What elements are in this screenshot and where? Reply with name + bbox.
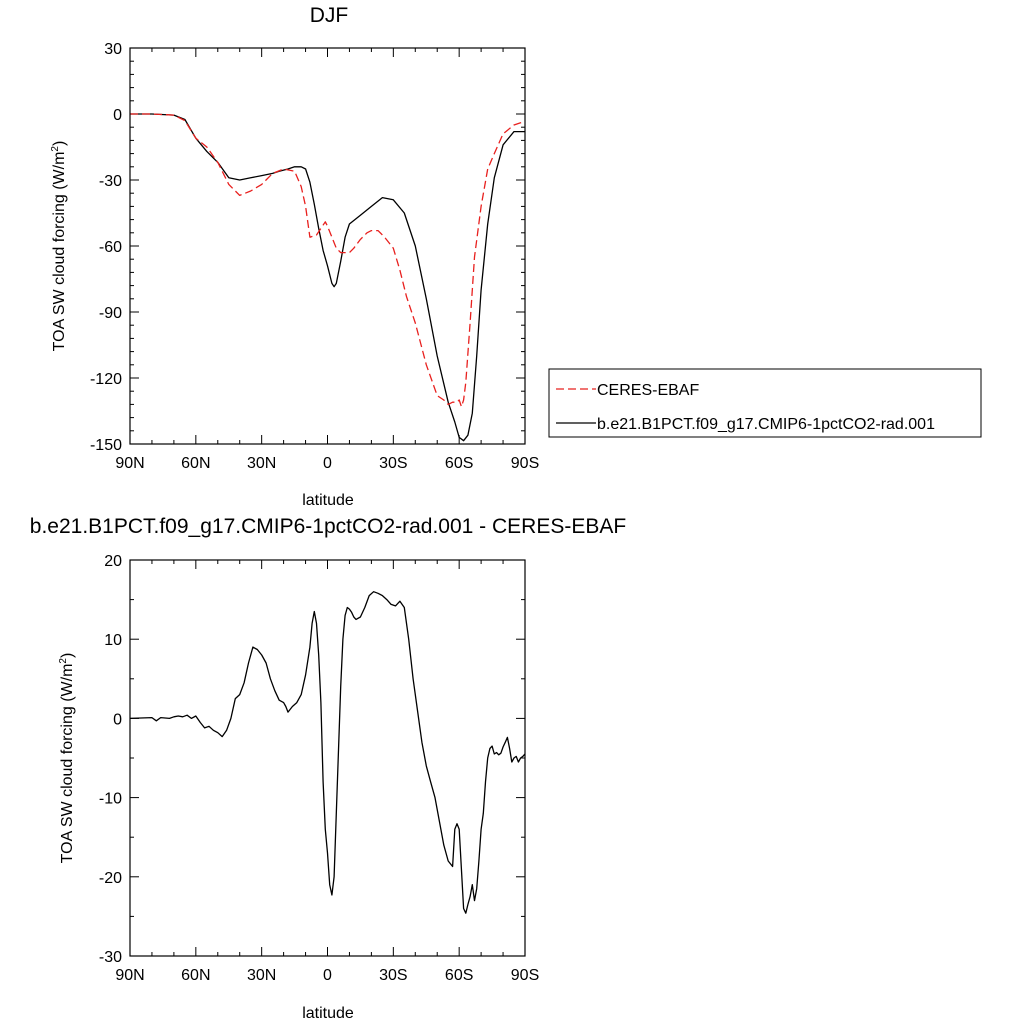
- top-y-tick-label: -60: [99, 239, 122, 256]
- bottom-y-tick-label: 0: [113, 711, 122, 728]
- top-series-line-0: [130, 113, 526, 408]
- top-series-line-1: [130, 113, 525, 442]
- bottom-x-tick-label: 30N: [247, 967, 276, 984]
- bottom-x-axis-label: latitude: [302, 1005, 354, 1022]
- top-x-tick-label: 60S: [445, 455, 473, 472]
- top-y-tick-label: 30: [104, 41, 122, 58]
- bottom-chart: b.e21.B1PCT.f09_g17.CMIP6-1pctCO2-rad.00…: [30, 515, 626, 1022]
- top-x-tick-label: 60N: [181, 455, 210, 472]
- top-y-tick-label: 0: [113, 107, 122, 124]
- bottom-series-line-0: [129, 591, 526, 914]
- top-series-group: [130, 113, 526, 442]
- top-x-tick-label: 90N: [115, 455, 144, 472]
- bottom-y-tick-label: 10: [104, 632, 122, 649]
- bottom-x-tick-label: 90S: [511, 967, 539, 984]
- bottom-x-ticks: 90N 60N 30N 0 30S 60S 90S: [115, 560, 539, 984]
- legend: CERES-EBAF b.e21.B1PCT.f09_g17.CMIP6-1pc…: [548, 368, 982, 438]
- bottom-y-tick-label: -20: [99, 870, 122, 887]
- bottom-plot-frame: [129, 559, 526, 957]
- top-y-axis-label: TOA SW cloud forcing (W/m2): [50, 141, 68, 352]
- top-y-tick-label: -90: [99, 305, 122, 322]
- bottom-x-tick-label: 30S: [379, 967, 407, 984]
- top-y-tick-label: -120: [90, 371, 122, 388]
- bottom-x-tick-label: 60N: [181, 967, 210, 984]
- bottom-y-axis-label: TOA SW cloud forcing (W/m2): [58, 653, 76, 864]
- top-x-axis-label: latitude: [302, 492, 354, 509]
- top-chart: DJF 30 0 -30 -60 -90 -120 -150 90N 60N 30N 0 30S 60…: [50, 4, 982, 509]
- top-chart-title: DJF: [310, 4, 349, 27]
- bottom-y-tick-label: -10: [99, 791, 122, 808]
- top-x-tick-label: 30N: [247, 455, 276, 472]
- top-y-tick-label: -30: [99, 173, 122, 190]
- bottom-y-tick-label: 20: [104, 553, 122, 570]
- top-x-tick-label: 0: [323, 455, 332, 472]
- top-x-tick-label: 30S: [379, 455, 407, 472]
- legend-model-label: b.e21.B1PCT.f09_g17.CMIP6-1pctCO2-rad.00…: [597, 416, 935, 433]
- top-plot-frame: [129, 47, 526, 445]
- legend-ceres-label: CERES-EBAF: [597, 382, 699, 399]
- bottom-series-group: [129, 591, 526, 914]
- legend-box: [548, 368, 982, 438]
- bottom-x-tick-label: 0: [323, 967, 332, 984]
- top-y-tick-label: -150: [90, 437, 122, 454]
- bottom-x-tick-label: 60S: [445, 967, 473, 984]
- top-x-tick-label: 90S: [511, 455, 539, 472]
- bottom-y-tick-label: -30: [99, 949, 122, 966]
- bottom-x-tick-label: 90N: [115, 967, 144, 984]
- bottom-chart-title: b.e21.B1PCT.f09_g17.CMIP6-1pctCO2-rad.00…: [30, 515, 626, 538]
